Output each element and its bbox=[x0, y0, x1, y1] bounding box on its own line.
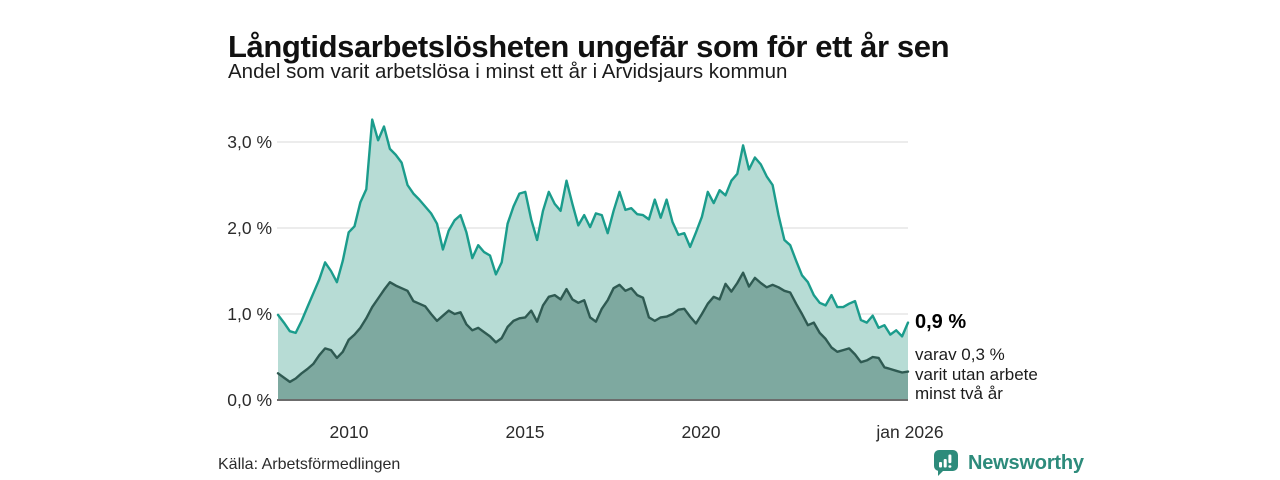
x-tick-2015: 2015 bbox=[505, 422, 545, 442]
detail-line-1: varav 0,3 % bbox=[915, 345, 1005, 364]
y-tick-2: 2,0 % bbox=[227, 218, 272, 238]
brand-name: Newsworthy bbox=[968, 451, 1084, 474]
detail-line-2: varit utan arbete bbox=[915, 364, 1038, 384]
y-tick-0: 0,0 % bbox=[227, 390, 272, 410]
page-title: Långtidsarbetslösheten ungefär som för e… bbox=[228, 28, 950, 64]
latest-value-label: 0,9 % bbox=[915, 311, 967, 333]
chart-subtitle: Andel som varit arbetslösa i minst ett å… bbox=[228, 60, 788, 83]
latest-value-detail: varav 0,3 % varit utan arbete minst två … bbox=[915, 345, 1038, 404]
newsworthy-logo-icon bbox=[934, 450, 958, 476]
y-tick-1: 1,0 % bbox=[227, 304, 272, 324]
x-tick-2020: 2020 bbox=[681, 422, 721, 442]
brand-logo: Newsworthy bbox=[933, 449, 1084, 477]
detail-line-3: minst två år bbox=[915, 384, 1003, 403]
y-tick-3: 3,0 % bbox=[227, 132, 272, 152]
x-tick-jan-2026: jan 2026 bbox=[876, 422, 944, 442]
x-tick-2010: 2010 bbox=[329, 422, 369, 442]
source-label: Källa: Arbetsförmedlingen bbox=[218, 456, 401, 473]
